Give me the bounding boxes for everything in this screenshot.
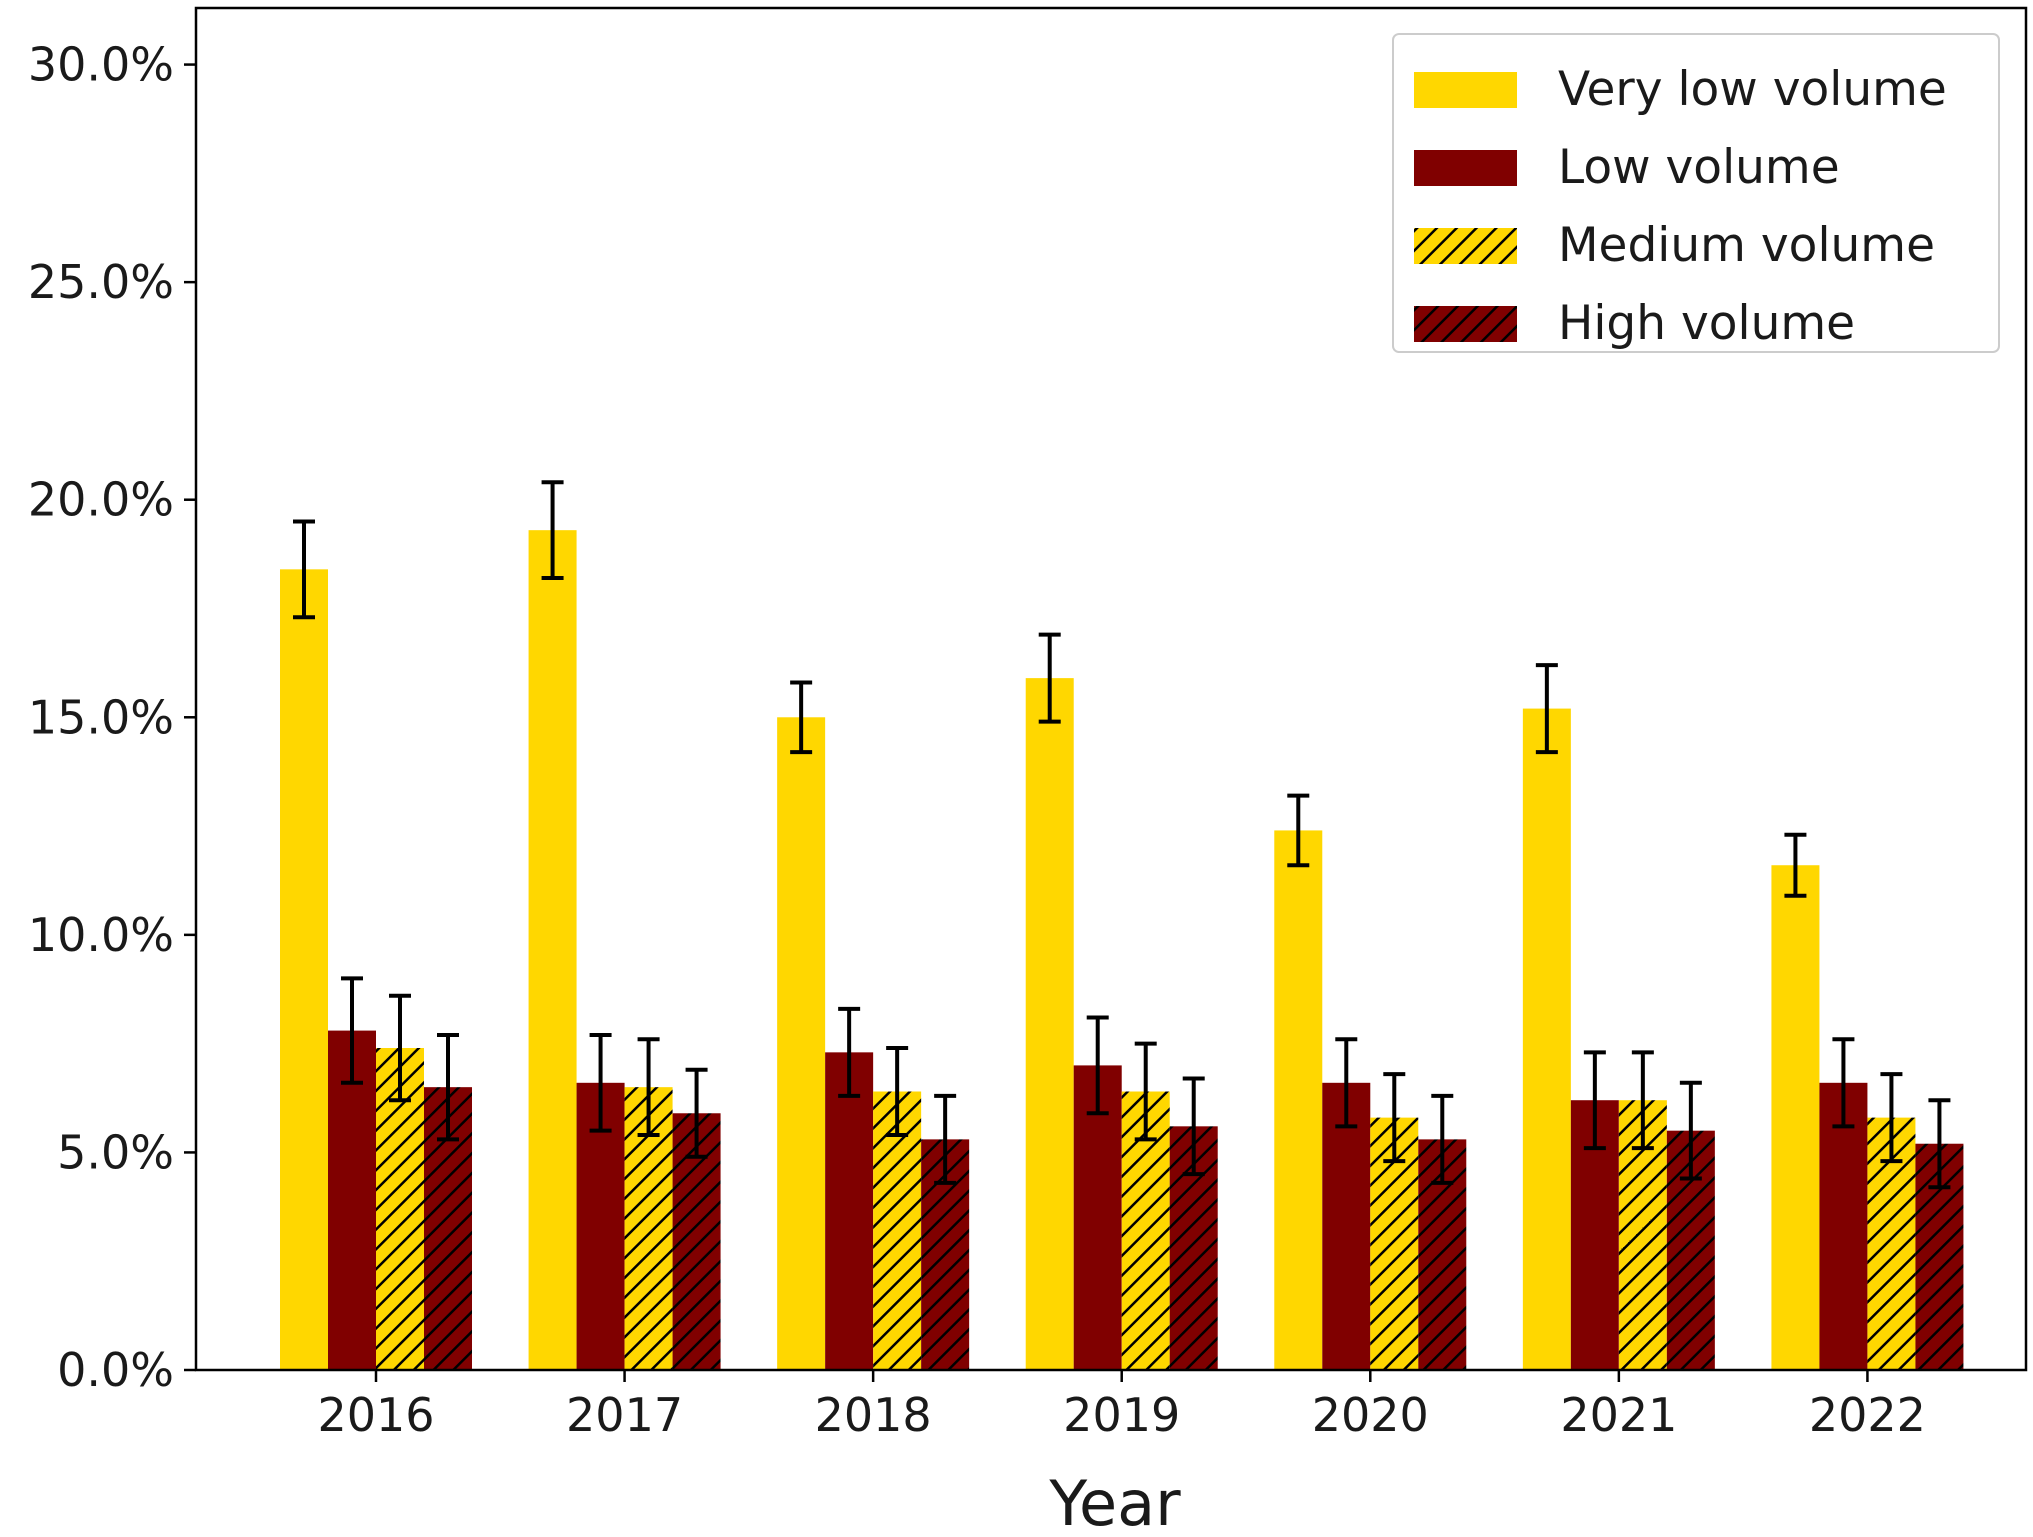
error-bar-2018-high-volume [934,1093,957,1185]
error-bar-2021-high-volume [1679,1080,1702,1181]
error-bar-2018-very-low-volume [790,680,813,755]
bar-2022-low-volume [1819,1082,1868,1370]
y-tick-label-10: 10.0% [28,908,174,962]
y-tick-label-25: 25.0% [28,255,174,309]
x-tick-label-2016: 2016 [317,1388,434,1442]
error-bar-2022-medium-volume [1880,1072,1903,1164]
x-axis-label: Year [1048,1467,1181,1532]
error-bar-2020-medium-volume [1383,1072,1406,1164]
bar-2020-low-volume [1322,1082,1371,1370]
bar-2021-very-low-volume [1522,708,1571,1370]
legend-swatch [1414,150,1517,186]
error-bars-layer [293,480,1951,1190]
x-tick-label-2018: 2018 [815,1388,932,1442]
bar-2022-very-low-volume [1771,865,1820,1370]
error-bar-2020-very-low-volume [1287,793,1310,868]
legend-swatch [1414,306,1517,342]
error-bar-2022-low-volume [1832,1037,1855,1129]
y-tick-label-30: 30.0% [28,38,174,92]
bar-2017-very-low-volume [528,530,577,1370]
bars-layer [280,530,1964,1370]
error-bar-2016-high-volume [437,1032,459,1142]
error-bar-2017-high-volume [685,1067,708,1159]
error-bar-2016-very-low-volume [293,519,315,620]
bar-2016-very-low-volume [280,569,328,1370]
error-bar-2020-high-volume [1431,1093,1454,1185]
error-bar-2018-medium-volume [886,1045,909,1138]
bar-2018-low-volume [825,1052,874,1370]
error-bar-2019-very-low-volume [1038,632,1061,724]
legend-item-low-volume: Low volume [1414,140,1840,195]
x-tick-label-2017: 2017 [566,1388,683,1442]
legend-swatch [1414,72,1517,108]
legend: Very low volume Low volume Medium volume Hi… [1392,33,2000,353]
error-bar-2020-low-volume [1335,1037,1358,1129]
error-bar-2021-low-volume [1583,1050,1606,1151]
error-bar-2017-medium-volume [637,1037,660,1138]
legend-label: Very low volume [1558,62,1947,117]
x-tick-label-2021: 2021 [1560,1388,1677,1442]
error-bar-2021-medium-volume [1631,1050,1654,1151]
bar-2019-low-volume [1073,1065,1122,1370]
x-tick-label-2022: 2022 [1809,1388,1926,1442]
y-tick-label-5: 5.0% [57,1125,174,1179]
error-bar-2019-medium-volume [1134,1041,1157,1142]
x-tick-label-2020: 2020 [1312,1388,1429,1442]
legend-item-very-low-volume: Very low volume [1414,62,1947,117]
legend-item-medium-volume: Medium volume [1414,218,1935,273]
error-bar-2021-very-low-volume [1535,663,1558,755]
legend-swatch [1414,228,1517,264]
bar-2018-very-low-volume [777,717,826,1370]
axes-layer: 2016 2017 2018 2019 2020 2021 2022 0.0% 5.0% 10.0… [28,6,2028,1442]
legend-label: High volume [1558,296,1855,351]
error-bar-2022-very-low-volume [1784,832,1807,898]
error-bar-2018-low-volume [838,1006,861,1098]
bar-2019-very-low-volume [1025,678,1074,1370]
legend-label: Low volume [1558,140,1840,195]
y-tick-label-15: 15.0% [28,690,174,744]
legend-item-high-volume: High volume [1414,296,1855,351]
bar-2016-low-volume [328,1030,376,1370]
x-tick-label-2019: 2019 [1063,1388,1180,1442]
plot-frame [194,6,2028,1372]
error-bar-2017-low-volume [589,1032,612,1133]
bar-2018-medium-volume [873,1091,922,1370]
error-bar-2019-high-volume [1182,1076,1205,1177]
y-tick-label-0: 0.0% [57,1343,174,1397]
error-bar-2017-very-low-volume [541,480,564,581]
y-tick-label-20: 20.0% [28,473,174,527]
error-bar-2016-low-volume [341,976,363,1085]
legend-box [1392,33,2000,353]
error-bar-2019-low-volume [1086,1015,1109,1116]
error-bar-2016-medium-volume [389,993,411,1103]
bar-2020-very-low-volume [1274,830,1323,1370]
legend-label: Medium volume [1558,218,1935,273]
error-bar-2022-high-volume [1928,1098,1951,1190]
